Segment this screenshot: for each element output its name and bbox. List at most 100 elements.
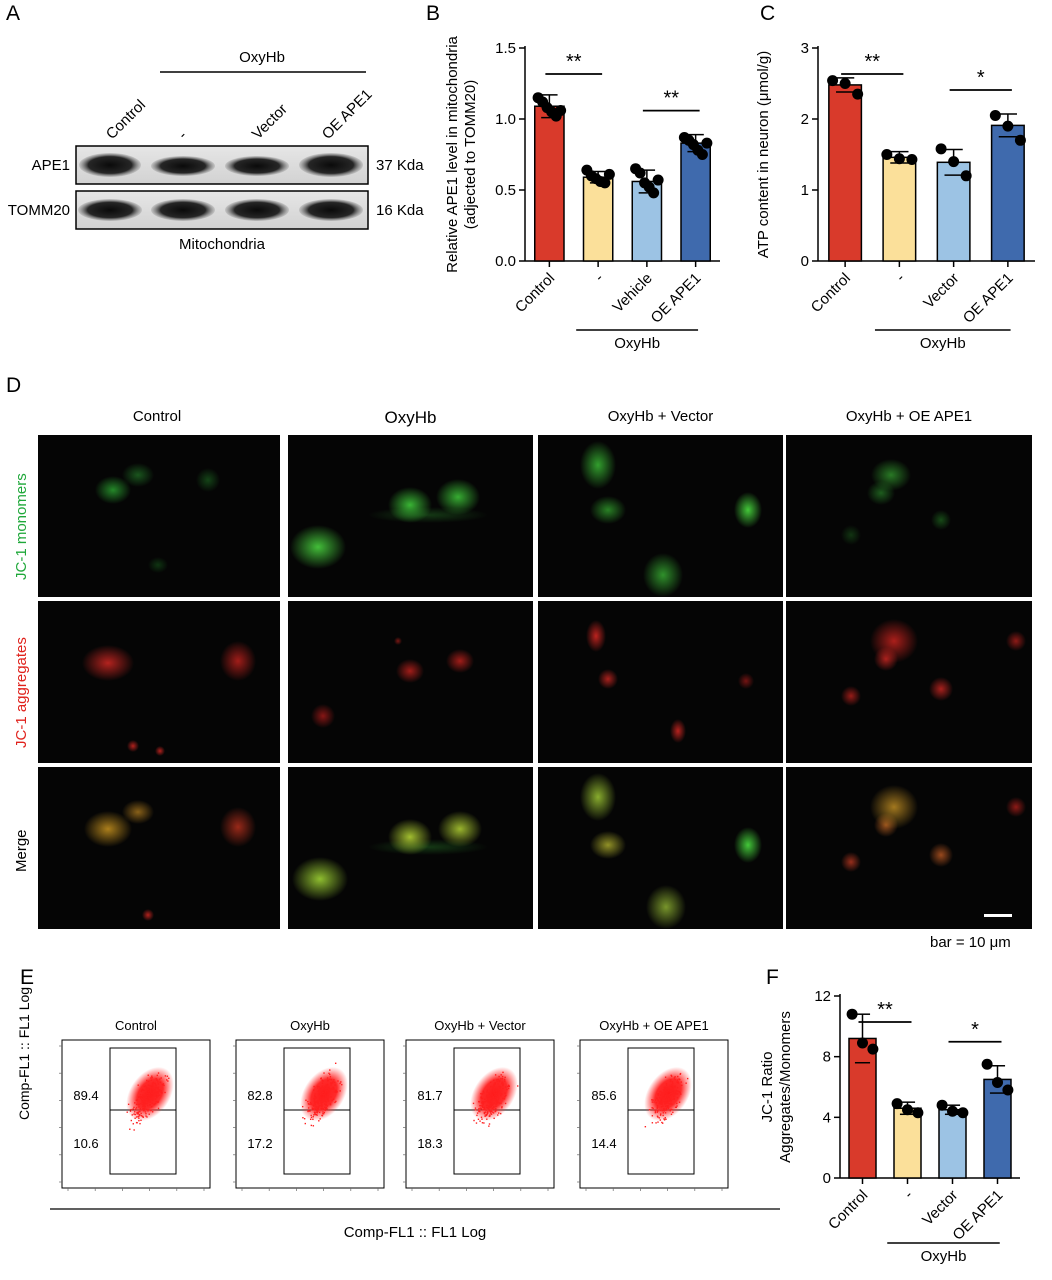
data-point [893,153,905,165]
bar [848,1037,877,1179]
blot-protein-ape1: APE1 [32,157,70,174]
y-axis-label: ATP content in neuron (μmol/g) [755,51,772,258]
significance-label: ** [877,999,893,1021]
data-point [935,143,947,155]
data-point [957,1107,969,1119]
bar [828,84,863,262]
data-point [960,170,972,182]
y-tick-label: 0.0 [495,253,516,270]
panel-label-e: E [20,966,35,989]
data-point [881,149,893,160]
panel-label-d: D [6,374,22,397]
micro-control-merge [38,767,280,929]
micro-oxyhb-vector-monomers [538,435,783,597]
data-point [948,156,960,168]
data-point [912,1107,924,1119]
micro-oxyhb-vector-merge [538,767,783,929]
y-tick-label: 1 [801,182,809,199]
scale-bar [984,914,1012,917]
micro-control-aggregates [38,601,280,763]
micro-oxyhb-aggregates [288,601,533,763]
y-tick-label: 12 [814,988,831,1005]
micro-control-monomers [38,435,280,597]
significance-label: ** [864,51,880,73]
data-point [947,1105,958,1117]
y-axis-label: JC-1 Ratio [759,1052,776,1123]
panel-label-c: C [760,2,776,25]
bar [680,142,711,262]
micro-col-label-oxyhb-oe-ape1: OxyHb + OE APE1 [845,408,973,425]
significance-label: * [971,1019,979,1041]
y-tick-label: 8 [823,1049,831,1066]
group-label: OxyHb [921,1248,967,1265]
data-point [696,149,708,160]
data-point [936,1099,948,1111]
data-point [827,75,839,87]
micro-col-label-oxyhb: OxyHb [384,408,437,427]
micro-oxyhb-oe-ape1-merge [786,767,1032,929]
micro-row-label-merge: Merge [13,829,30,872]
micro-oxyhb-oe-ape1-monomers [786,435,1032,597]
micro-row-label-monomers: JC-1 monomers [13,473,30,580]
blot-caption: Mitochondria [179,236,266,253]
significance-label: ** [663,88,679,110]
x-tick-label: - [901,1187,917,1203]
micro-col-label-control: Control [132,408,182,425]
data-point [701,137,713,149]
data-point [634,167,646,179]
micro-oxyhb-oe-ape1-aggregates [786,601,1032,763]
y-tick-label: 3 [801,40,809,57]
data-point [1014,134,1026,146]
blot-group-label: OxyHb [239,49,285,66]
y-tick-label: 0.5 [495,182,516,199]
micro-oxyhb-vector-aggregates [538,601,783,763]
data-point [857,1037,868,1049]
scale-bar-label: bar = 10 μm [930,934,1011,951]
blot-size-tomm20: 16 Kda [376,202,424,219]
bar [893,1107,922,1179]
data-point [1002,120,1014,132]
blot-row-tomm20 [75,190,369,230]
data-point [599,177,611,189]
data-point [891,1098,903,1110]
blot-size-ape1: 37 Kda [376,157,424,174]
y-axis-label: Relative APE1 level in mitochondria [444,35,461,272]
panel-label-f: F [766,966,779,989]
y-axis-label: (adjected to TOMM20) [462,80,479,230]
data-point [867,1043,879,1055]
data-point [1002,1084,1014,1096]
data-point [648,187,660,199]
y-tick-label: 2 [801,111,809,128]
blot-row-ape1 [75,145,369,185]
x-tick-label: Vector [919,1187,961,1229]
data-point [839,78,851,89]
micro-col-label-oxyhb-vector: OxyHb + Vector [607,408,714,425]
data-point [555,104,567,116]
data-point [981,1058,993,1070]
y-axis-label: Aggregates/Monomers [777,1011,794,1163]
data-point [906,153,918,165]
blot-protein-tomm20: TOMM20 [8,202,70,219]
data-point [852,88,864,100]
group-label: OxyHb [614,335,660,352]
panel-label-b: B [426,2,441,25]
data-point [603,168,615,180]
micro-row-label-aggregates: JC-1 aggregates [13,637,30,748]
micro-oxyhb-merge [288,767,533,929]
data-point [652,174,664,186]
significance-label: * [977,67,985,89]
micro-oxyhb-monomers [288,435,533,597]
y-tick-label: 0 [823,1170,831,1187]
y-tick-label: 0 [801,253,809,270]
data-point [846,1008,858,1020]
data-point [992,1076,1003,1088]
x-tick-label: OE APE1 [949,1187,1006,1244]
y-tick-label: 1.5 [495,40,516,57]
y-tick-label: 1.0 [495,111,516,128]
y-tick-label: 4 [823,1109,831,1126]
panel-label-a: A [6,2,21,25]
significance-label: ** [566,51,582,73]
western-blot-panel: OxyHb Control - Vector OE APE1 APE1 TOMM… [8,49,424,253]
